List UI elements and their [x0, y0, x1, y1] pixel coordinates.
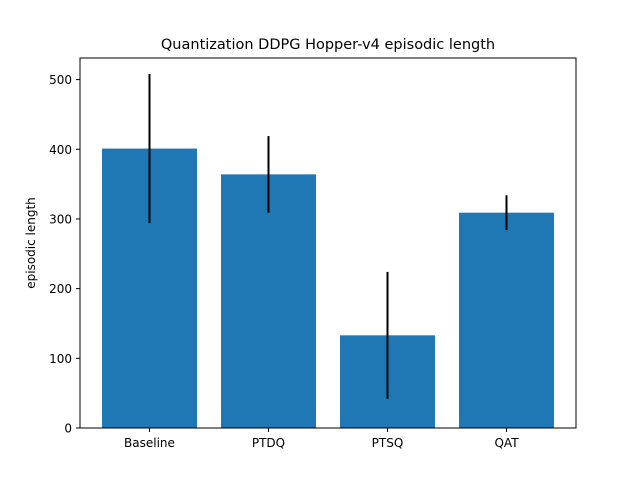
y-tick-label-100: 100	[49, 352, 72, 366]
plot-area: 0 100 200 300 400 500 Baseline PTDQ PTSQ QAT	[49, 73, 554, 450]
y-tick-label-500: 500	[49, 73, 72, 87]
x-tick-label-ptsq: PTSQ	[372, 436, 404, 450]
y-axis-label: episodic length	[24, 197, 38, 289]
bar-ptdq	[221, 174, 316, 428]
x-tick-label-ptdq: PTDQ	[252, 436, 285, 450]
plot-frame	[79, 57, 577, 429]
bar-qat	[459, 212, 554, 428]
x-tick-label-qat: QAT	[494, 436, 519, 450]
y-tick-label-400: 400	[49, 143, 72, 157]
y-tick-label-300: 300	[49, 212, 72, 226]
chart-title: Quantization DDPG Hopper-v4 episodic len…	[161, 37, 495, 53]
x-tick-label-baseline: Baseline	[124, 436, 175, 450]
y-tick-label-0: 0	[64, 422, 72, 436]
y-tick-label-200: 200	[49, 282, 72, 296]
